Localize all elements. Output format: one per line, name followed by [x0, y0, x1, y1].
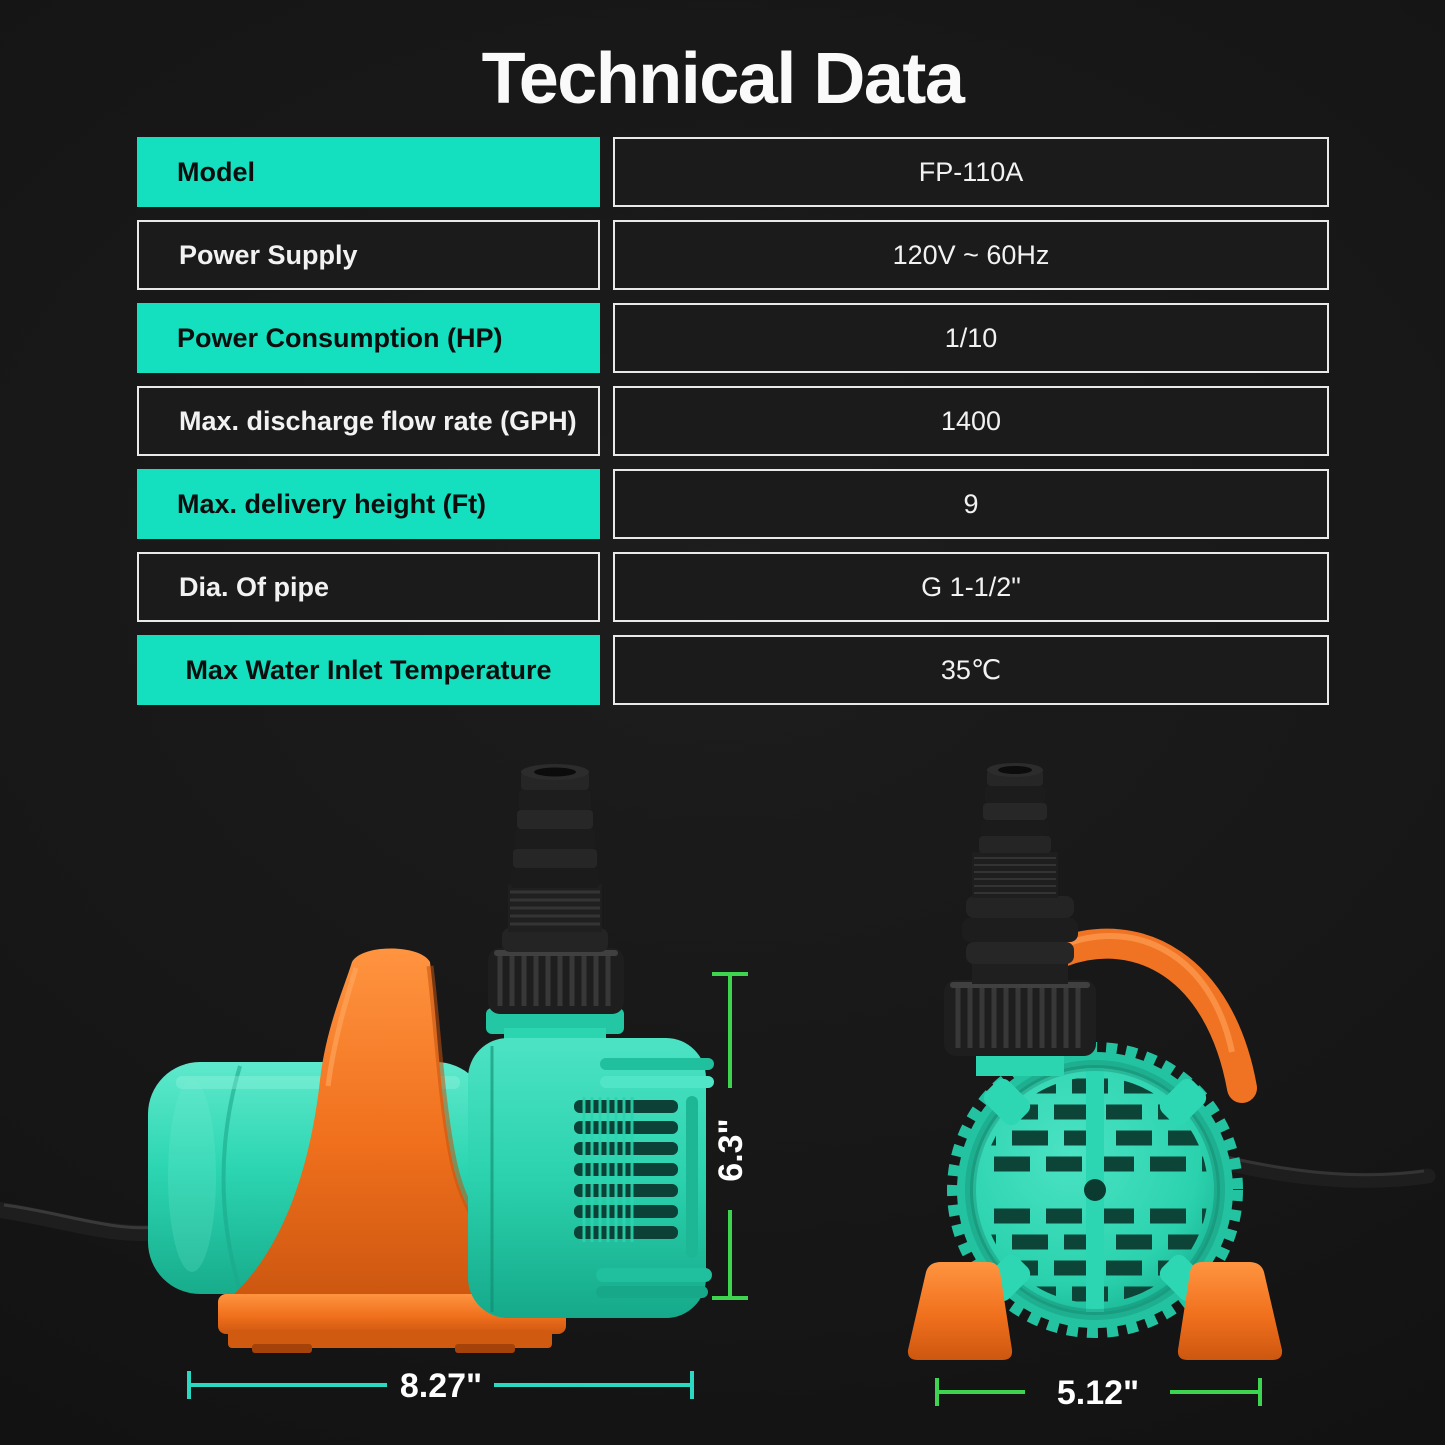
- spec-label: Model: [137, 137, 600, 207]
- spec-value: FP-110A: [613, 137, 1329, 207]
- spec-value: 35℃: [613, 635, 1329, 705]
- hose-coupling-nut: [488, 948, 624, 1014]
- spec-label: Max Water Inlet Temperature: [137, 635, 600, 705]
- spec-table: Model FP-110A Power Supply 120V ~ 60Hz P…: [137, 137, 1329, 705]
- power-cable-left: [0, 1202, 168, 1242]
- hose-barb-fitting-right: [962, 763, 1078, 984]
- width-dimension: 5.12": [935, 1374, 1262, 1412]
- spec-label: Max. discharge flow rate (GPH): [137, 386, 600, 456]
- spec-label: Power Consumption (HP): [137, 303, 600, 373]
- height-dimension-label: 6.3": [712, 1118, 750, 1181]
- spec-row: Max. discharge flow rate (GPH) 1400: [137, 386, 1329, 456]
- spec-row: Dia. Of pipe G 1-1/2": [137, 552, 1329, 622]
- spec-row: Power Consumption (HP) 1/10: [137, 303, 1329, 373]
- page-title: Technical Data: [481, 39, 965, 119]
- outlet-grill: [574, 1097, 678, 1242]
- spec-label: Dia. Of pipe: [137, 552, 600, 622]
- hose-coupling-nut-front: [944, 980, 1096, 1056]
- power-cable-right: [1214, 1154, 1436, 1188]
- spec-value: 9: [613, 469, 1329, 539]
- pump-head: [468, 1038, 714, 1318]
- pump-feet: [907, 1262, 1283, 1360]
- height-dimension: 6.3": [712, 972, 750, 1300]
- spec-value: 120V ~ 60Hz: [613, 220, 1329, 290]
- width-dimension-label: 5.12": [1057, 1374, 1139, 1412]
- spec-value: 1400: [613, 386, 1329, 456]
- spec-label: Power Supply: [137, 220, 600, 290]
- pump-front-view-illustration: [907, 763, 1436, 1360]
- carry-handle: [1047, 928, 1257, 1103]
- spec-value: 1/10: [613, 303, 1329, 373]
- length-dimension-label: 8.27": [400, 1367, 482, 1405]
- spec-row: Model FP-110A: [137, 137, 1329, 207]
- outlet-flange: [486, 1008, 624, 1034]
- spec-label: Max. delivery height (Ft): [137, 469, 600, 539]
- pump-side-view-illustration: [0, 764, 714, 1353]
- spec-row: Max Water Inlet Temperature 35℃: [137, 635, 1329, 705]
- spec-row: Max. delivery height (Ft) 9: [137, 469, 1329, 539]
- spec-value: G 1-1/2": [613, 552, 1329, 622]
- hose-barb-fitting-left: [502, 764, 608, 952]
- spec-row: Power Supply 120V ~ 60Hz: [137, 220, 1329, 290]
- length-dimension: 8.27": [187, 1367, 694, 1405]
